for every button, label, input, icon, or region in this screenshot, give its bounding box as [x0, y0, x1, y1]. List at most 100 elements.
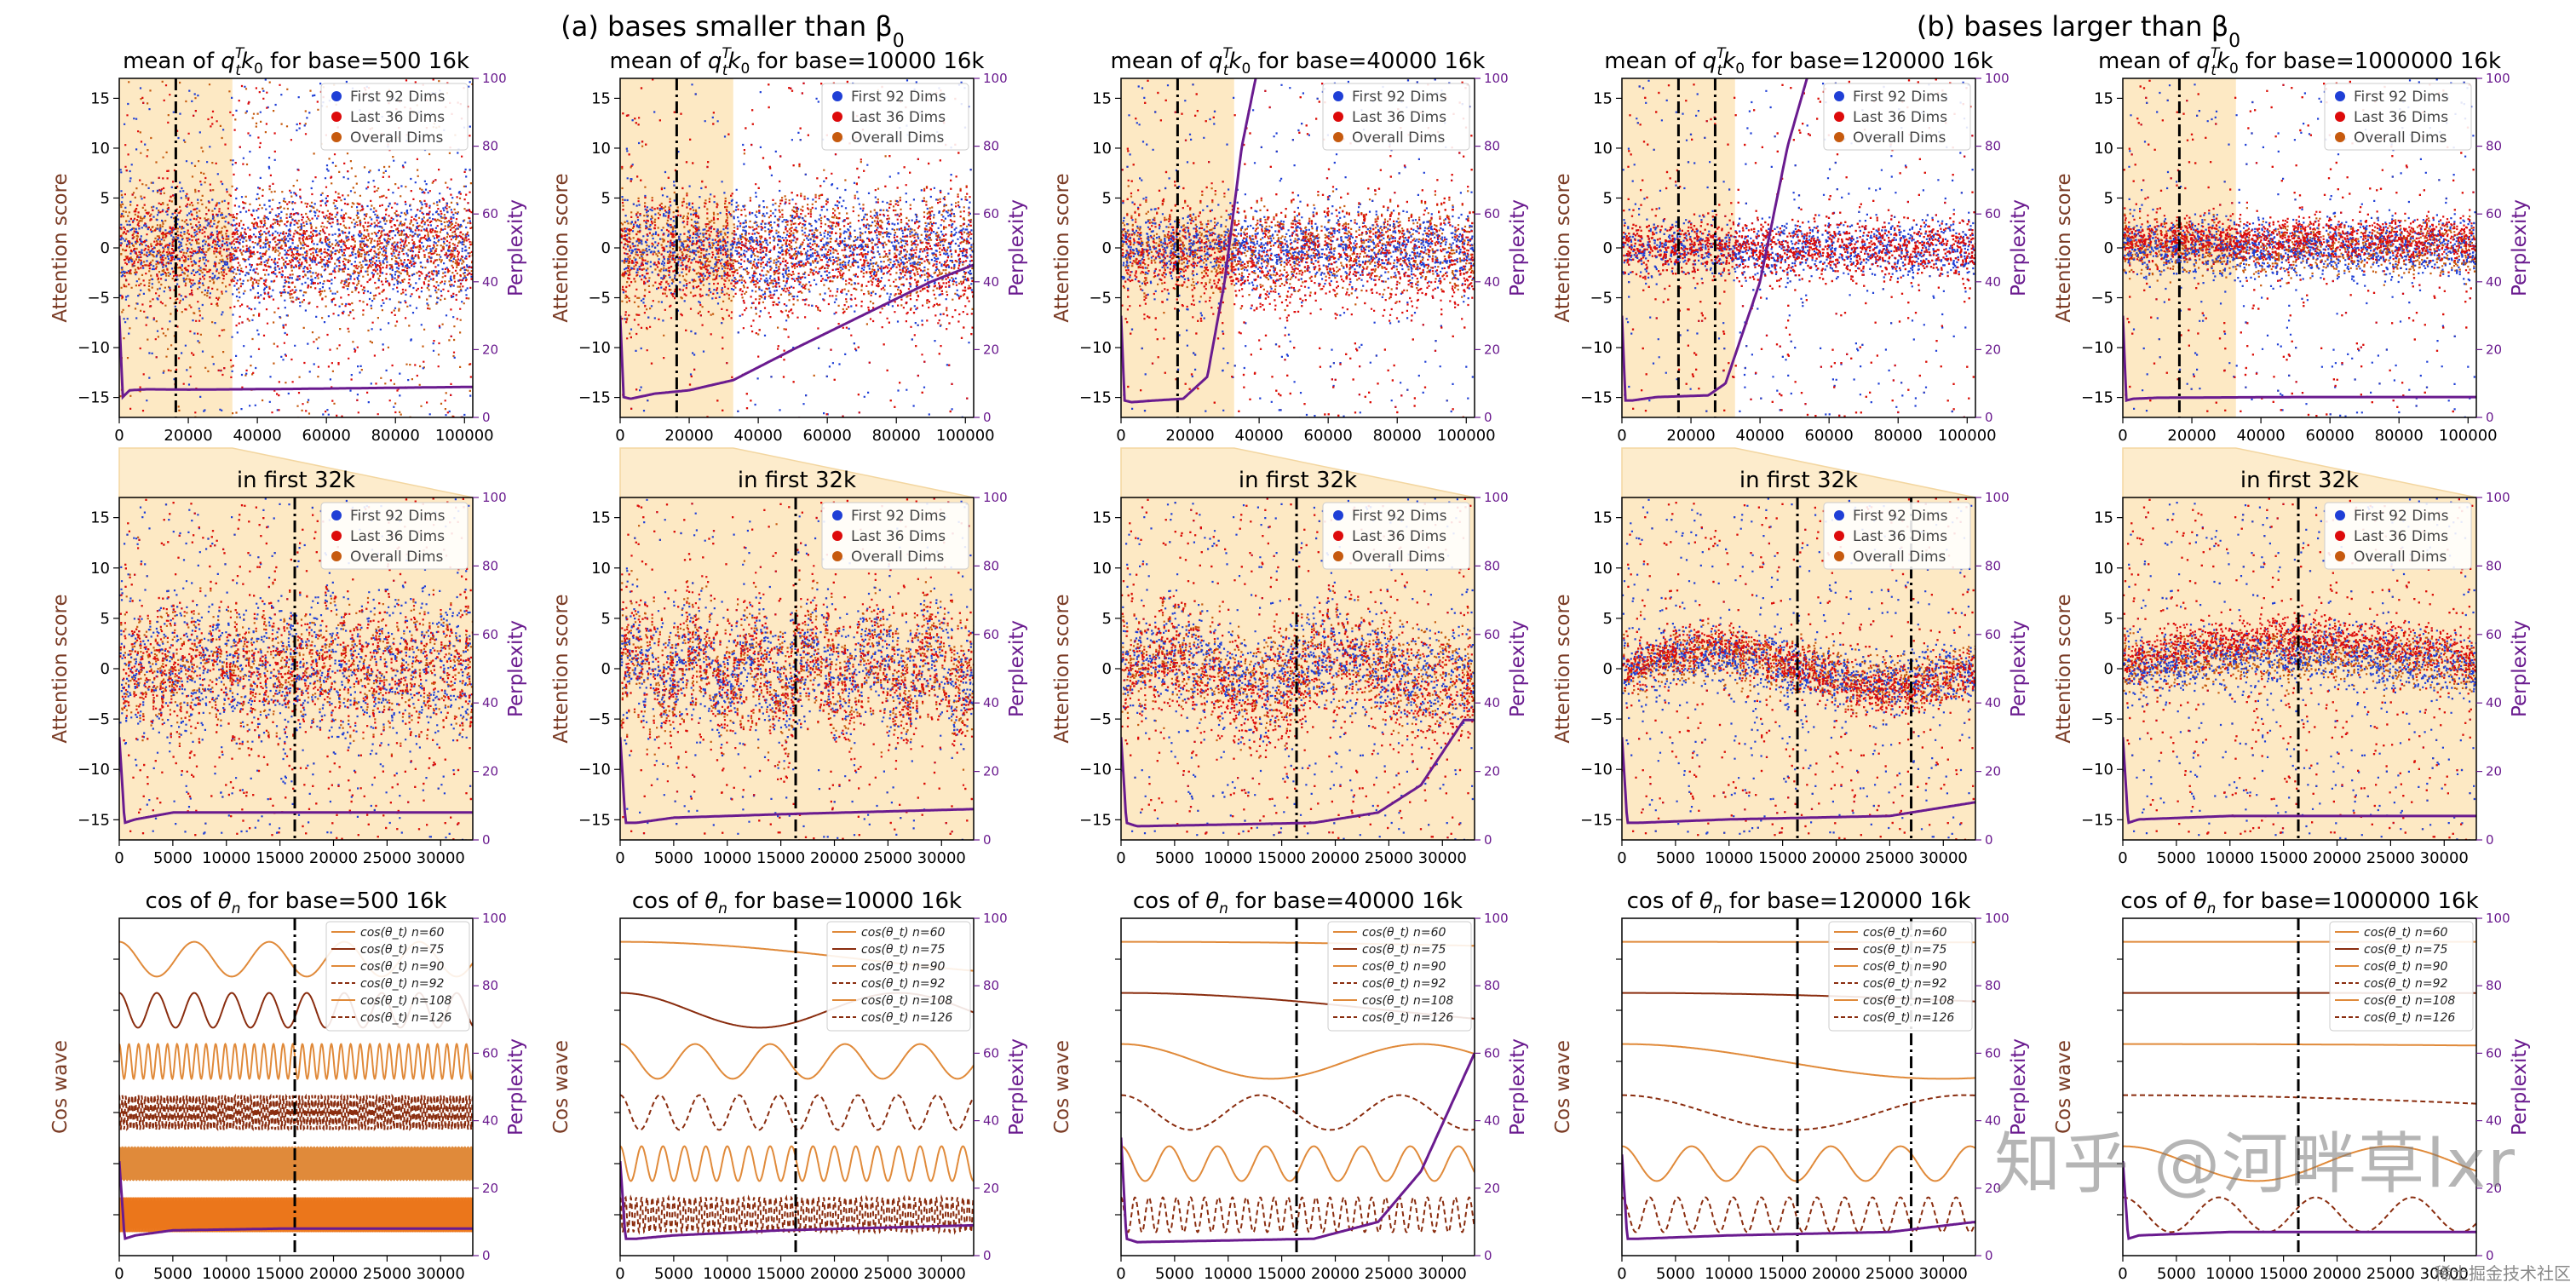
title-math-k: k — [727, 49, 741, 74]
y-tick-label: 5 — [101, 610, 110, 628]
y-right-tick-label: 20 — [482, 764, 498, 779]
title-suffix: for base=120000 16k — [1745, 49, 1993, 74]
y-tick-label: −10 — [78, 761, 110, 779]
y-right-tick-label: 80 — [1985, 558, 2001, 573]
title-math-theta: θ — [1205, 888, 1219, 914]
y-tick-label: 10 — [1092, 140, 1112, 158]
y-right-tick-label: 20 — [1985, 342, 2001, 357]
panel-title: cos of θn for base=500 16k — [145, 888, 446, 917]
y-tick-label: 5 — [1603, 189, 1613, 207]
legend-label: Last 36 Dims — [2354, 528, 2448, 545]
x-tick-label: 0 — [1617, 427, 1626, 445]
panel-zoom-2: 0 5000 10000 15000 20000 25000 30000−15−10−505… — [550, 468, 1028, 867]
y-right-axis-label: Perplexity — [2509, 199, 2531, 296]
y-axis-label: Attention score — [49, 173, 72, 322]
x-tick-label: 25000 — [1866, 849, 1914, 867]
legend-label: cos(θ_t) n=60 — [1362, 926, 1446, 940]
y-right-tick-label: 100 — [1985, 911, 2010, 926]
x-tick-label: 10000 — [703, 849, 751, 867]
y-tick-label: 10 — [90, 560, 110, 578]
legend-label: First 92 Dims — [1853, 508, 1948, 525]
y-right-tick-label: 100 — [2486, 911, 2510, 926]
y-right-tick-label: 40 — [983, 274, 999, 290]
x-tick-label: 0 — [615, 849, 624, 867]
y-tick-label: 5 — [601, 189, 611, 207]
title-prefix: mean of — [123, 49, 221, 74]
y-right-tick-label: 100 — [983, 911, 1008, 926]
y-axis-label: Attention score — [1552, 594, 1574, 743]
legend-label: First 92 Dims — [1352, 89, 1447, 106]
x-tick-label: 15000 — [1257, 1265, 1306, 1283]
y-right-tick-label: 60 — [482, 1045, 498, 1061]
x-tick-label: 80000 — [872, 427, 921, 445]
y-tick-label: 15 — [1593, 89, 1613, 107]
caption-right: (b) bases larger than β0 — [1917, 10, 2240, 52]
legend-label: cos(θ_t) n=90 — [1863, 960, 1946, 974]
y-right-tick-label: 80 — [983, 978, 999, 993]
x-tick-label: 15000 — [1758, 849, 1807, 867]
y-right-tick-label: 60 — [482, 206, 498, 221]
y-tick-label: −15 — [1580, 389, 1613, 407]
y-right-tick-label: 0 — [482, 410, 491, 425]
panel-title: mean of qT tk0 for base=10000 16k — [610, 45, 985, 79]
y-right-tick-label: 40 — [482, 1113, 498, 1129]
y-right-tick-label: 80 — [482, 139, 498, 154]
y-tick-label: 15 — [90, 509, 110, 527]
legend-label: cos(θ_t) n=90 — [2364, 960, 2447, 974]
y-right-tick-label: 40 — [983, 695, 999, 710]
y-right-tick-label: 60 — [2486, 1045, 2502, 1061]
y-right-axis-label: Perplexity — [505, 199, 527, 296]
x-tick-label: 5000 — [1155, 849, 1194, 867]
title-prefix: cos of — [145, 888, 217, 914]
legend-label: cos(θ_t) n=75 — [1362, 943, 1446, 957]
title-suffix: for base=10000 16k — [727, 888, 962, 914]
y-tick-label: −5 — [87, 290, 110, 308]
y-tick-label: 0 — [601, 239, 611, 257]
x-tick-label: 80000 — [1874, 427, 1923, 445]
legend-marker — [2335, 531, 2345, 541]
legend-marker — [331, 112, 342, 122]
y-tick-label: −5 — [1089, 710, 1112, 728]
panel-title: mean of qT tk0 for base=500 16k — [123, 45, 469, 79]
y-tick-label: −10 — [2081, 339, 2113, 357]
y-right-tick-label: 20 — [2486, 342, 2502, 357]
y-right-tick-label: 20 — [983, 1181, 999, 1196]
x-tick-label: 15000 — [756, 849, 805, 867]
y-right-axis-label: Perplexity — [1507, 1038, 1529, 1136]
legend-label: cos(θ_t) n=90 — [861, 960, 945, 974]
legend-label: cos(θ_t) n=92 — [1362, 977, 1446, 991]
x-tick-label: 5000 — [1656, 1265, 1695, 1283]
x-tick-label: 0 — [2118, 1265, 2127, 1283]
legend-marker — [331, 132, 342, 142]
legend-label: cos(θ_t) n=60 — [2364, 926, 2447, 940]
legend-label: cos(θ_t) n=92 — [861, 977, 945, 991]
y-right-tick-label: 0 — [983, 1248, 992, 1263]
title-math-theta: θ — [1699, 888, 1713, 914]
y-right-tick-label: 20 — [983, 764, 999, 779]
legend-label: cos(θ_t) n=75 — [1863, 943, 1946, 957]
x-tick-label: 60000 — [2306, 427, 2355, 445]
title-math-k: k — [2217, 49, 2230, 74]
x-tick-label: 0 — [615, 427, 624, 445]
x-tick-label: 25000 — [864, 1265, 912, 1283]
y-right-tick-label: 100 — [1484, 911, 1509, 926]
x-tick-label: 40000 — [233, 427, 281, 445]
panel-title: in first 32k — [1739, 468, 1858, 493]
y-tick-label: −10 — [1079, 761, 1112, 779]
x-tick-label: 20000 — [1165, 427, 1214, 445]
legend-marker — [331, 551, 342, 561]
y-right-tick-label: 40 — [1985, 274, 2001, 290]
y-tick-label: 10 — [2094, 140, 2113, 158]
title-suffix: for base=1000000 16k — [2216, 888, 2478, 914]
panel-cos-3: 0 5000 10000 15000 20000 25000 300000204060801… — [1051, 888, 1529, 1283]
panel-cos-4: 0 5000 10000 15000 20000 25000 300000204060801… — [1552, 888, 2030, 1283]
panel-title: mean of qT tk0 for base=1000000 16k — [2098, 45, 2501, 79]
legend-marker — [1834, 531, 1844, 541]
legend-marker — [1834, 510, 1844, 520]
legend-label: cos(θ_t) n=75 — [861, 943, 945, 957]
y-right-tick-label: 40 — [1484, 274, 1500, 290]
title-math-n: n — [232, 900, 241, 917]
legend-label: Last 36 Dims — [350, 109, 445, 126]
legend-label: cos(θ_t) n=108 — [1362, 994, 1453, 1008]
